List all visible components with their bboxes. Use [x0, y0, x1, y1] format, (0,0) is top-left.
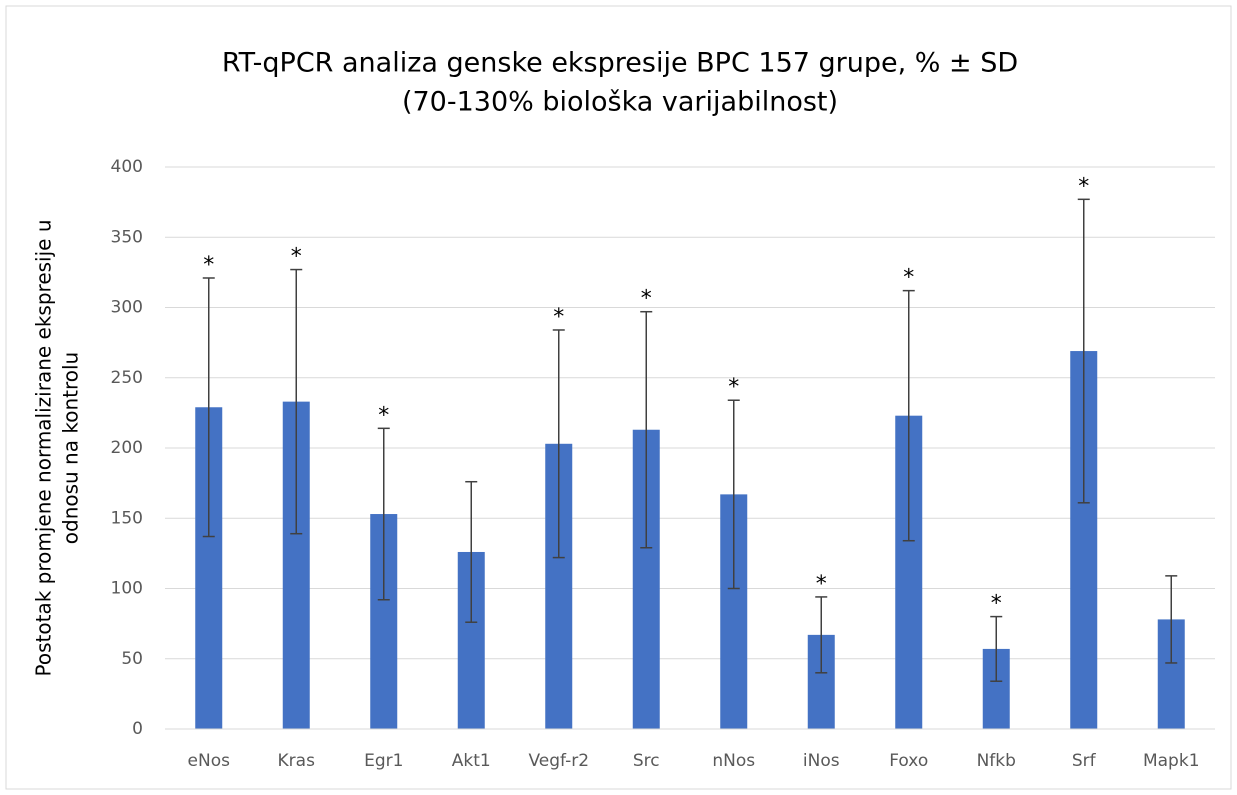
y-axis-title: Postotak promjene normalizirane ekspresi…	[32, 220, 83, 677]
x-tick-label: Egr1	[364, 751, 403, 771]
x-tick-label: eNos	[188, 751, 231, 771]
y-tick-label: 400	[111, 157, 143, 177]
significance-mark: *	[816, 572, 827, 597]
significance-mark: *	[641, 287, 652, 312]
x-tick-label: Kras	[278, 751, 316, 771]
chart-frame	[5, 5, 1232, 790]
x-tick-label: Vegf-r2	[528, 751, 589, 771]
y-tick-label: 200	[111, 438, 143, 458]
y-tick-label: 350	[111, 227, 143, 247]
significance-mark: *	[203, 253, 214, 278]
significance-mark: *	[378, 403, 389, 428]
significance-mark: *	[903, 266, 914, 291]
y-tick-label: 50	[121, 649, 143, 669]
significance-mark: *	[291, 245, 302, 270]
y-tick-label: 150	[111, 508, 143, 528]
x-tick-label: Mapk1	[1143, 751, 1200, 771]
x-tick-label: iNos	[803, 751, 840, 771]
x-tick-label: Akt1	[452, 751, 491, 771]
chart-subtitle: (70-130% biološka varijabilnost)	[402, 87, 838, 118]
x-tick-label: Srf	[1072, 751, 1097, 771]
y-label-line: odnosu na kontrolu	[59, 352, 83, 544]
significance-mark: *	[1078, 174, 1089, 199]
significance-mark: *	[553, 305, 564, 330]
y-tick-label: 250	[111, 368, 143, 388]
y-tick-label: 100	[111, 579, 143, 599]
x-tick-label: nNos	[712, 751, 755, 771]
chart-title: RT-qPCR analiza genske ekspresije BPC 15…	[222, 48, 1018, 79]
y-tick-label: 0	[132, 719, 143, 739]
x-tick-label: Foxo	[889, 751, 928, 771]
y-tick-label: 300	[111, 298, 143, 318]
x-tick-label: Nfkb	[977, 751, 1016, 771]
y-label-line: Postotak promjene normalizirane ekspresi…	[32, 220, 56, 677]
significance-mark: *	[728, 375, 739, 400]
significance-mark: *	[991, 592, 1002, 617]
x-tick-label: Src	[633, 751, 660, 771]
